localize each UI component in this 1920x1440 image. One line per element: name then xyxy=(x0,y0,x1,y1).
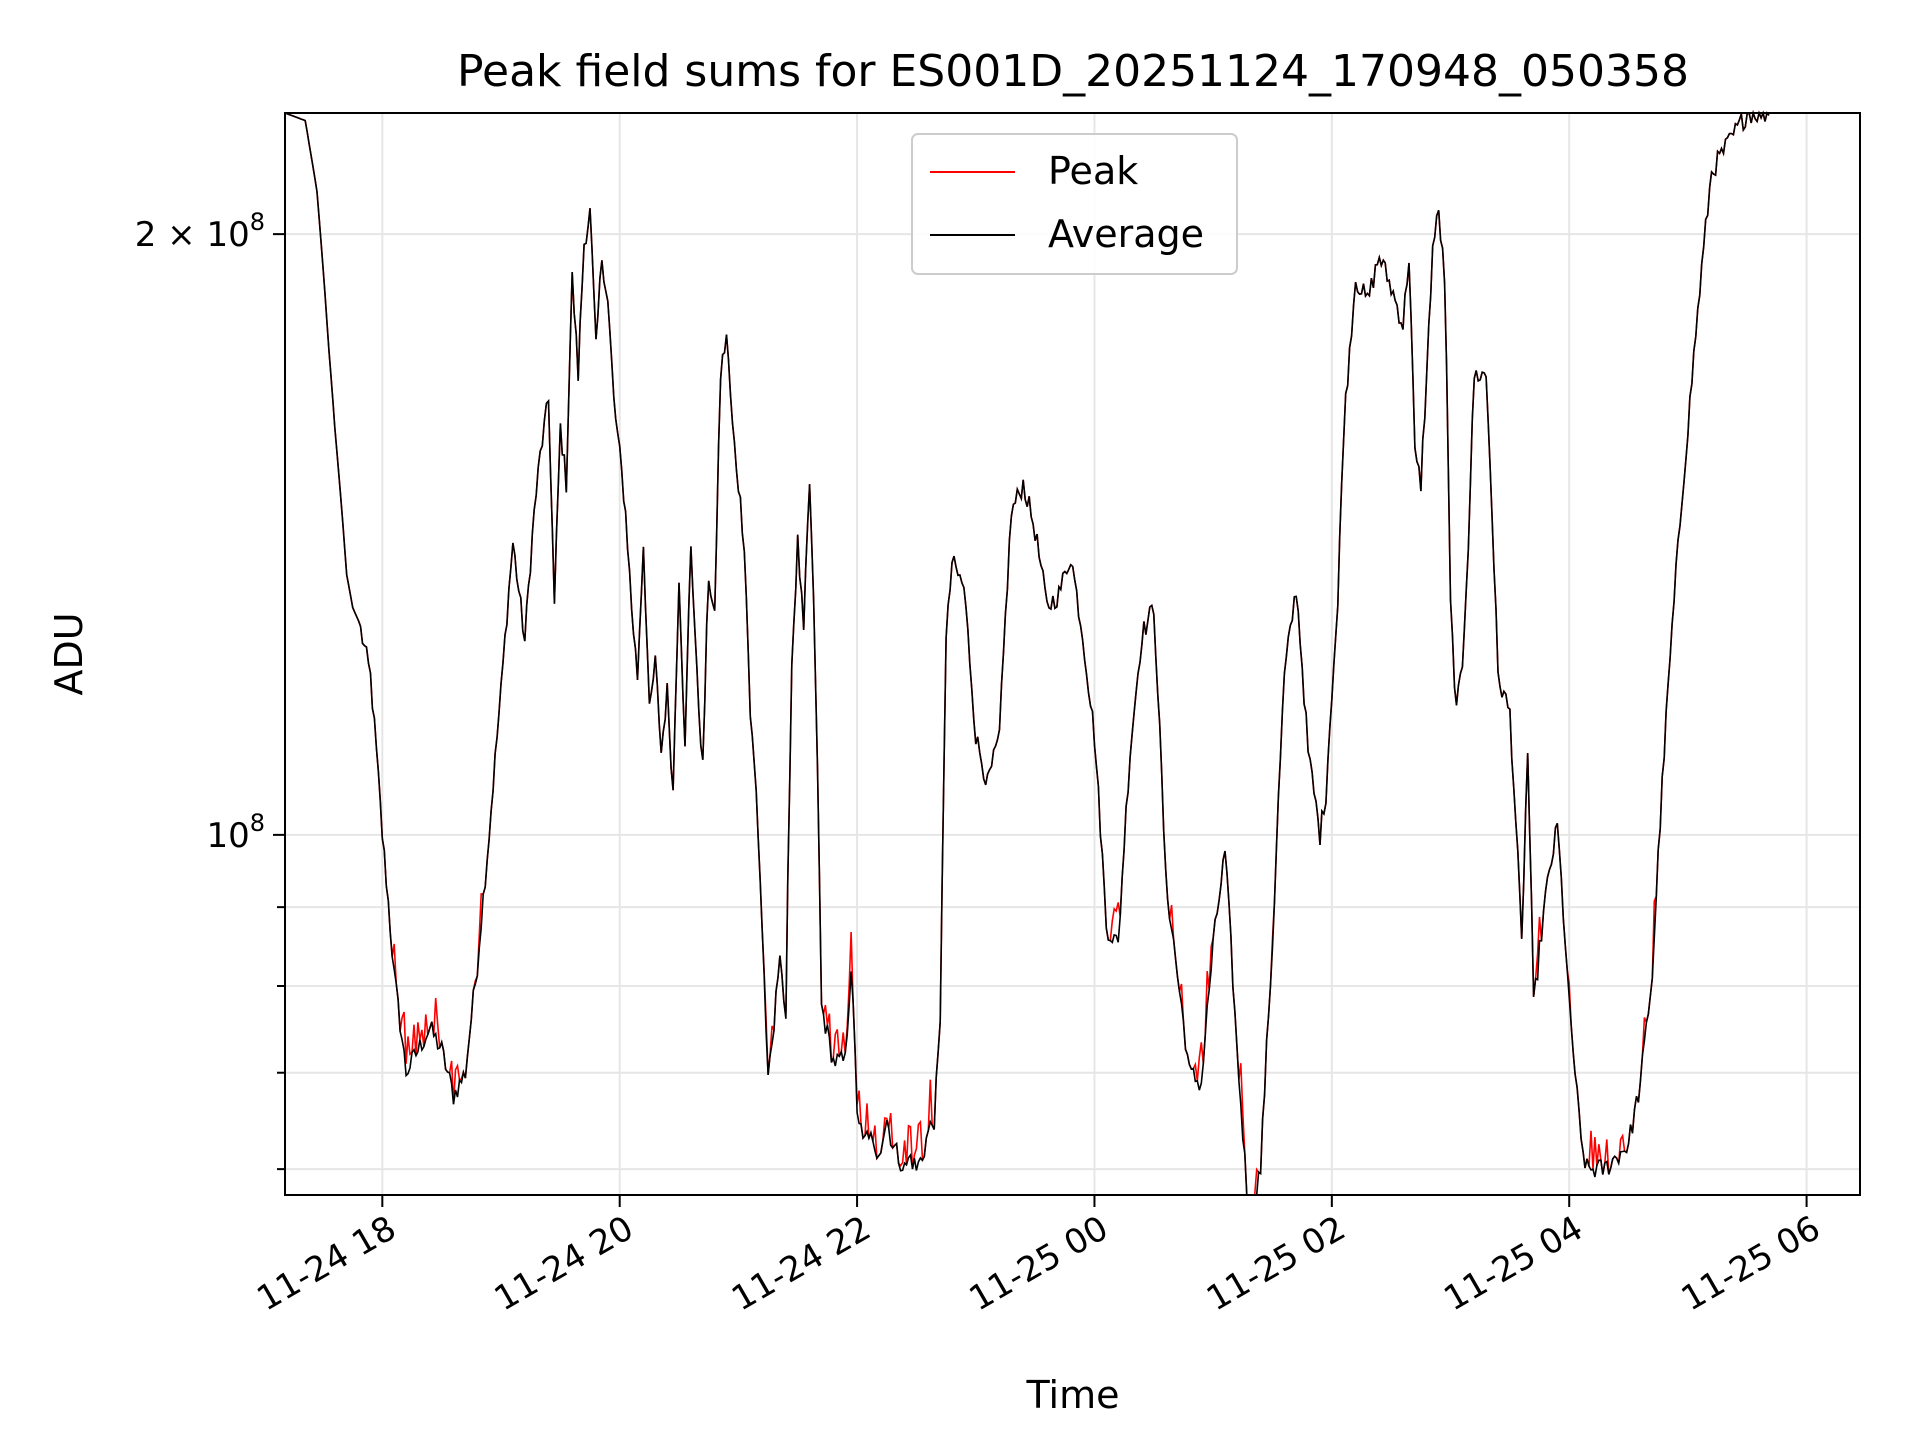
grid xyxy=(285,113,1860,1195)
legend-box xyxy=(911,133,1238,275)
series-lines xyxy=(284,109,1770,1196)
x-axis-label: Time xyxy=(1026,1373,1120,1417)
x-tick-label: 11-25 00 xyxy=(963,1208,1115,1319)
x-tick-label: 11-25 02 xyxy=(1200,1208,1352,1319)
plot-frame xyxy=(284,112,1861,1196)
x-axis: 11-24 18 11-24 20 11-24 22 11-25 00 11-25 02… xyxy=(250,1195,1827,1319)
legend-average-label: Average xyxy=(1048,212,1204,256)
chart-title: Peak field sums for ES001D_20251124_1709… xyxy=(457,46,1689,97)
x-tick-label: 11-24 22 xyxy=(725,1208,877,1319)
x-tick-label: 11-24 18 xyxy=(250,1208,402,1319)
legend-peak-label: Peak xyxy=(1048,149,1138,193)
y-axis-label: ADU xyxy=(47,612,91,695)
x-tick-label: 11-25 04 xyxy=(1437,1208,1589,1319)
y-tick-label: 2 × 108 xyxy=(135,208,265,255)
y-tick-label: 108 xyxy=(206,809,265,856)
series-average-line xyxy=(284,109,1770,1196)
y-axis: 108 2 × 108 xyxy=(135,208,285,1171)
x-tick-label: 11-24 20 xyxy=(488,1208,640,1319)
x-tick-label: 11-25 06 xyxy=(1675,1208,1827,1319)
series-peak-line xyxy=(284,109,1770,1196)
legend: Peak Average xyxy=(911,133,1238,275)
